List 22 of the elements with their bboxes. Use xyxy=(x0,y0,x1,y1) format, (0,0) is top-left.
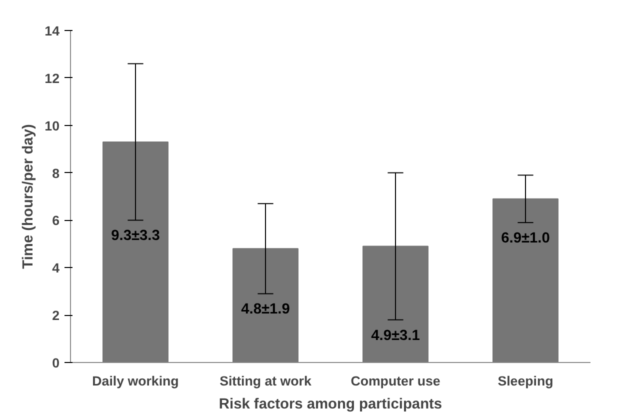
x-tick-label: Sitting at work xyxy=(220,374,312,388)
x-tick-label: Daily working xyxy=(92,374,179,388)
y-tick-label: 0 xyxy=(52,356,60,370)
data-label: 4.9±3.1 xyxy=(371,328,420,344)
y-tick-label: 14 xyxy=(44,24,60,38)
data-label: 4.8±1.9 xyxy=(241,302,290,318)
bar xyxy=(102,141,168,362)
y-tick-label: 4 xyxy=(52,260,60,276)
y-axis-title: Time (hours/per day) xyxy=(20,124,37,269)
y-tick-label: 10 xyxy=(44,118,60,134)
data-label: 6.9±1.0 xyxy=(501,230,550,247)
bar xyxy=(362,246,428,362)
bar xyxy=(232,248,298,362)
x-tick-label: Sleeping xyxy=(498,374,554,388)
x-axis-title: Risk factors among participants xyxy=(218,396,442,412)
x-tick-label: Computer use xyxy=(350,374,440,388)
y-tick-label: 6 xyxy=(52,213,60,228)
y-tick-label: 8 xyxy=(52,166,60,181)
data-label: 9.3±3.3 xyxy=(111,228,160,244)
y-tick-label: 2 xyxy=(52,308,60,324)
bar xyxy=(492,198,558,362)
y-tick-label: 12 xyxy=(44,70,60,86)
